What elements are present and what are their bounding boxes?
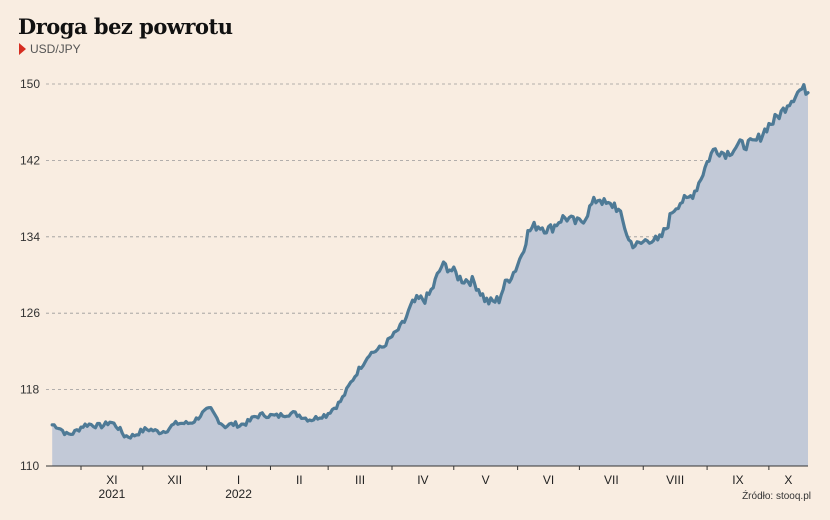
x-tick-label: IV (417, 473, 428, 487)
legend: USD/JPY (19, 42, 81, 56)
y-tick-label: 142 (20, 153, 40, 167)
legend-label: USD/JPY (30, 42, 81, 56)
x-tick-label: VI (543, 473, 554, 487)
series-area (52, 84, 808, 466)
y-tick-label: 134 (20, 230, 40, 244)
x-tick-label: XI (106, 473, 117, 487)
legend-triangle-icon (19, 43, 26, 55)
x-tick-label: VIII (666, 473, 684, 487)
series-line (50, 83, 810, 440)
y-tick-label: 126 (20, 306, 40, 320)
chart-title: Droga bez powrotu (18, 14, 233, 39)
x-tick-label: II (296, 473, 303, 487)
x-year-label: 2022 (225, 487, 252, 501)
y-tick-label: 150 (20, 77, 40, 91)
y-tick-label: 110 (20, 459, 39, 473)
x-tick-label: V (482, 473, 490, 487)
x-tick-label: XII (167, 473, 182, 487)
x-tick-label: IX (732, 473, 743, 487)
x-tick-label: X (784, 473, 792, 487)
y-tick-label: 118 (20, 383, 39, 397)
x-year-label: 2021 (99, 487, 126, 501)
x-tick-label: III (355, 473, 365, 487)
source-note: Źródło: stooq.pl (742, 491, 811, 502)
x-tick-label: I (237, 473, 240, 487)
x-tick-label: VII (604, 473, 619, 487)
